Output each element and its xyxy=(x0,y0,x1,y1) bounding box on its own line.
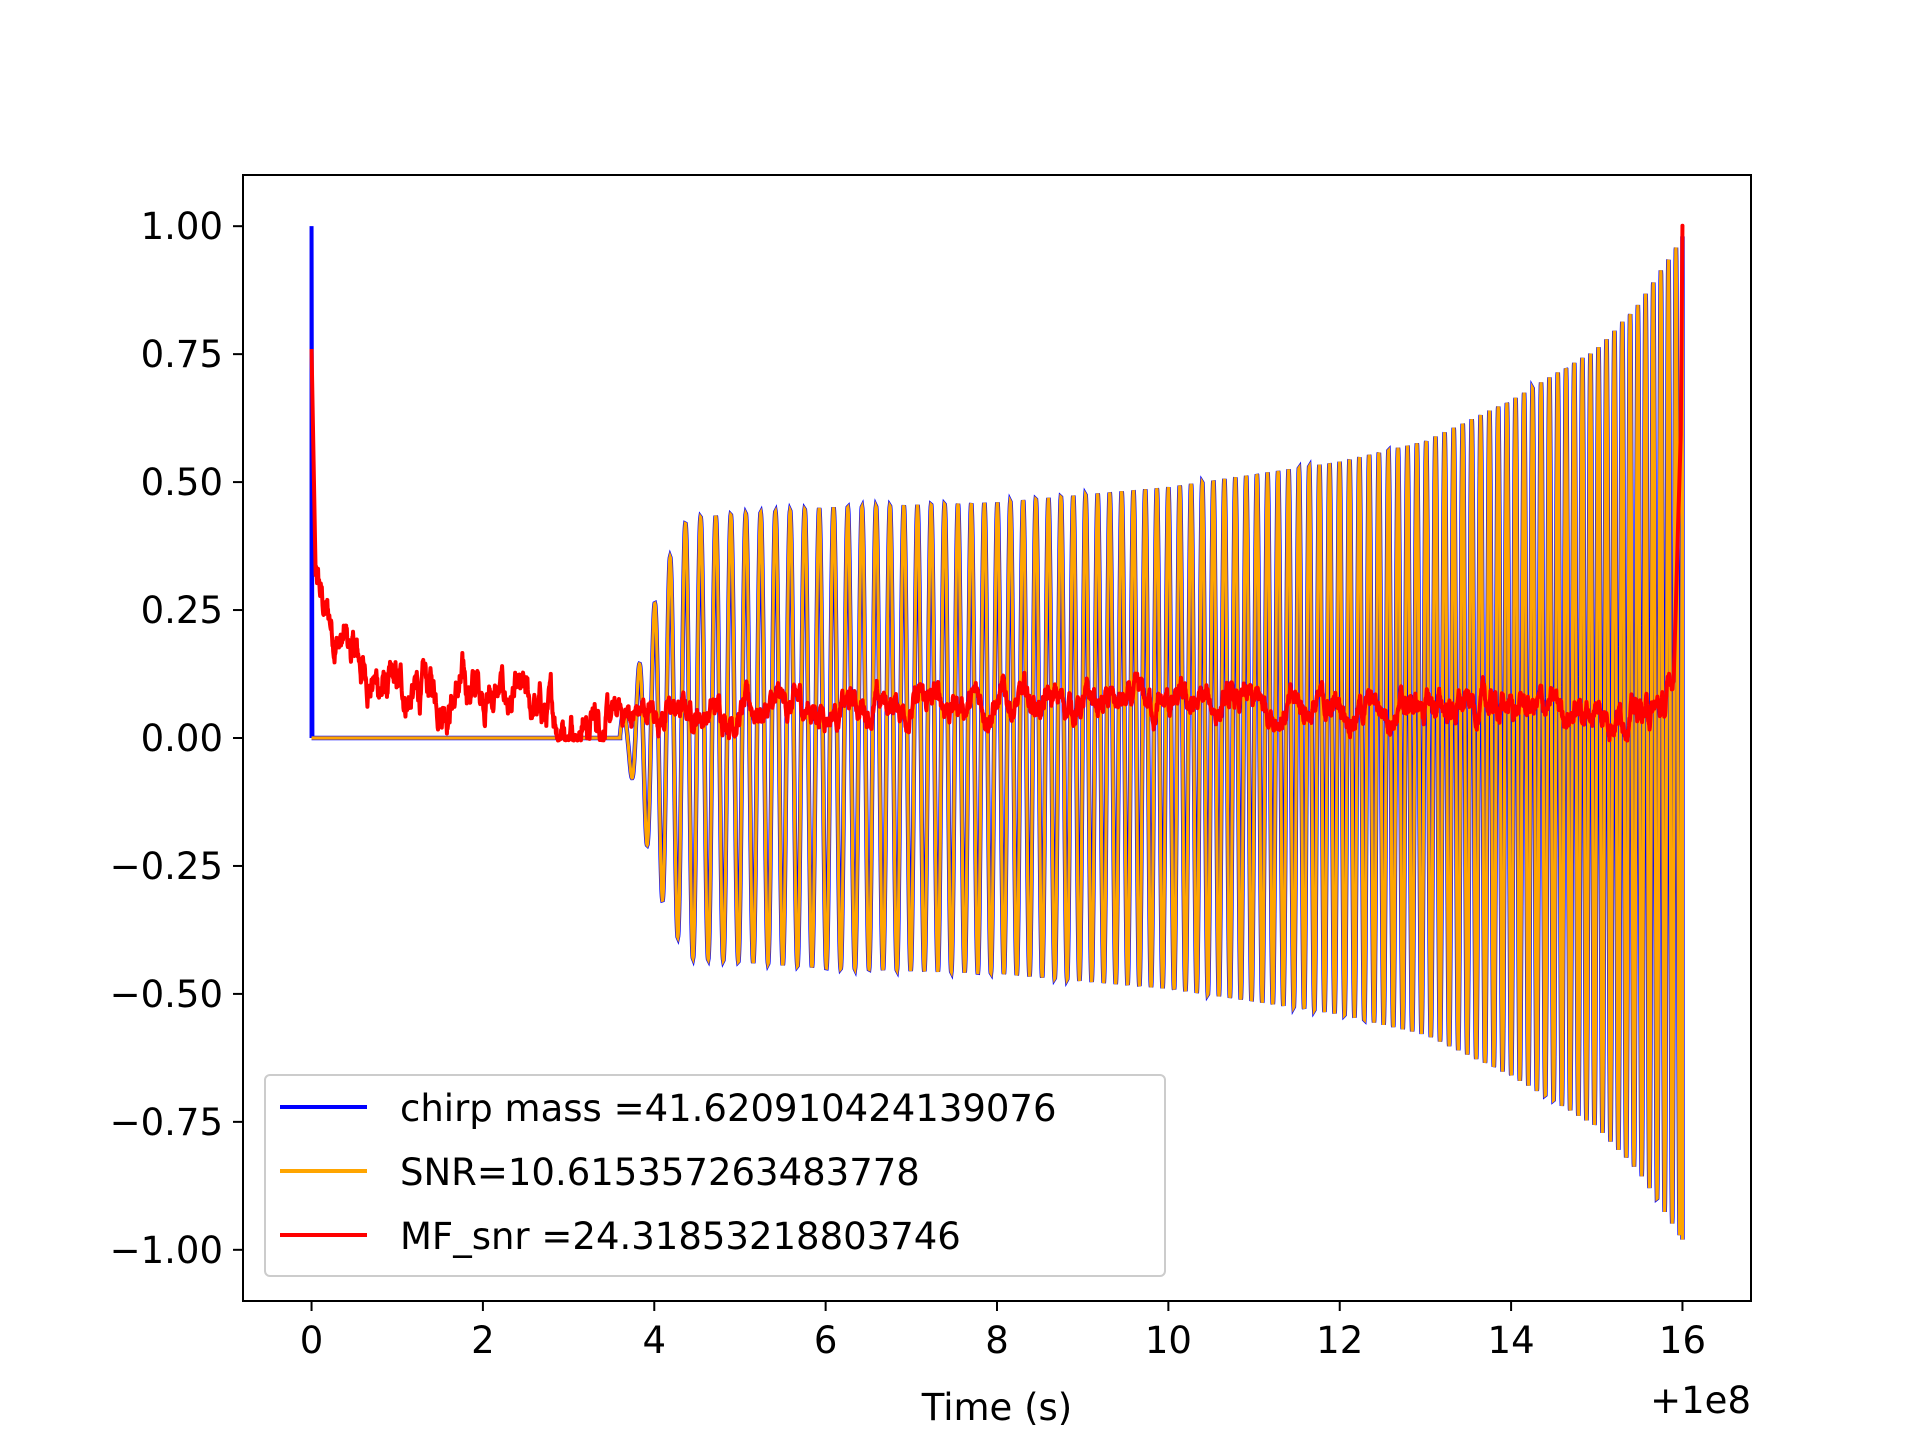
y-ticks: 1.00 0.75 0.50 0.25 0.00 −0.25 −0.50 −0.75 −1.00 xyxy=(110,205,243,1272)
x-tick-label: 6 xyxy=(814,1319,838,1362)
y-tick-label: 1.00 xyxy=(141,205,223,248)
series-layer xyxy=(309,223,1685,1240)
y-tick-label: −1.00 xyxy=(110,1229,223,1272)
y-tick-label: −0.25 xyxy=(110,845,223,888)
x-tick-label: 12 xyxy=(1316,1319,1363,1362)
x-tick-label: 16 xyxy=(1659,1319,1706,1362)
x-tick-label: 0 xyxy=(300,1319,324,1362)
x-ticks: 0 2 4 6 8 10 12 14 16 xyxy=(300,1301,1706,1362)
y-tick-label: −0.50 xyxy=(110,973,223,1016)
legend-label-snr: SNR=10.615357263483778 xyxy=(400,1151,920,1194)
y-tick-label: −0.75 xyxy=(110,1101,223,1144)
series-mf-snr-line xyxy=(309,223,1685,743)
x-tick-label: 2 xyxy=(471,1319,495,1362)
legend-label-chirp-mass: chirp mass =41.620910424139076 xyxy=(400,1087,1057,1130)
x-axis-label: Time (s) xyxy=(921,1386,1072,1429)
legend: chirp mass =41.620910424139076 SNR=10.61… xyxy=(264,1074,1166,1277)
y-tick-label: 0.25 xyxy=(141,589,223,632)
series-snr-line xyxy=(311,236,1685,1240)
y-tick-label: 0.75 xyxy=(141,333,223,376)
x-axis-offset-label: +1e8 xyxy=(1650,1379,1751,1422)
legend-label-mf-snr: MF_snr =24.31853218803746 xyxy=(400,1215,961,1258)
legend-box xyxy=(264,1074,1166,1277)
y-tick-label: 0.00 xyxy=(141,717,223,760)
x-tick-label: 4 xyxy=(642,1319,666,1362)
x-tick-label: 10 xyxy=(1145,1319,1192,1362)
x-tick-label: 8 xyxy=(985,1319,1009,1362)
series-chirp-mass-spike xyxy=(309,226,315,739)
x-tick-label: 14 xyxy=(1488,1319,1535,1362)
y-tick-label: 0.50 xyxy=(141,461,223,504)
